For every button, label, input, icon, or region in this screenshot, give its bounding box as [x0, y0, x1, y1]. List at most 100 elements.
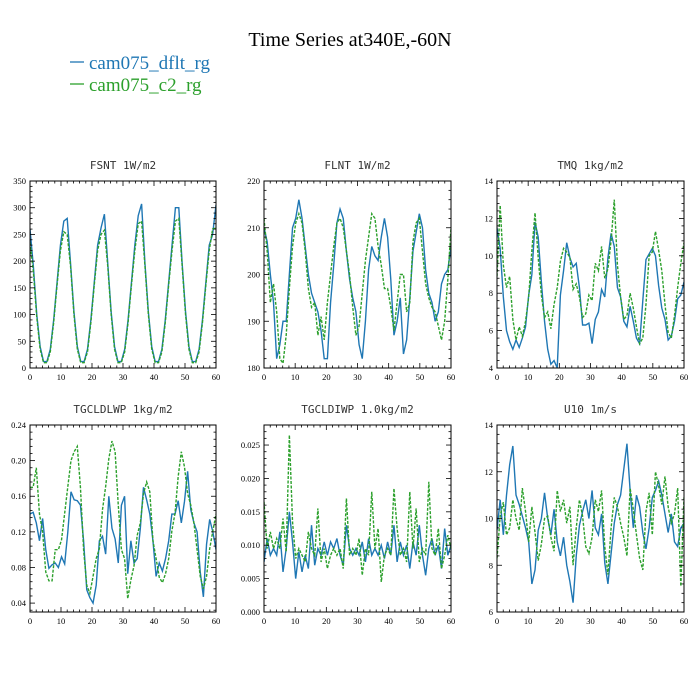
y-tick-label: 0.010	[241, 540, 260, 550]
x-tick-label: 60	[447, 616, 456, 626]
x-tick-label: 20	[555, 616, 564, 626]
series-line-1	[30, 471, 216, 606]
legend-entry-1: cam075_dflt_rg	[70, 53, 211, 74]
y-tick-label: 300	[13, 203, 26, 213]
legend: cam075_dflt_rg cam075_c2_rg	[70, 53, 211, 96]
panel-title: U10 1m/s	[564, 403, 617, 416]
y-tick-label: 0.015	[241, 507, 260, 517]
series-line-1	[497, 443, 684, 603]
series-line-2	[264, 211, 451, 366]
x-tick-label: 60	[680, 372, 689, 382]
figure-title: Time Series at340E,-60N	[248, 29, 451, 51]
x-tick-label: 40	[150, 616, 159, 626]
x-tick-label: 40	[617, 616, 626, 626]
panel-1: FSNT 1W/m2 0 10 20 30 40 50 60 0 50 100 150 200 250 30…	[13, 159, 220, 382]
x-tick-label: 40	[384, 616, 393, 626]
x-tick-label: 0	[262, 616, 266, 626]
y-tick-label: 0.000	[241, 607, 260, 617]
x-tick-label: 20	[88, 372, 97, 382]
panel-title: FSNT 1W/m2	[90, 159, 156, 172]
x-tick-label: 50	[649, 616, 658, 626]
y-tick-label: 250	[13, 229, 26, 239]
y-tick-label: 14	[485, 420, 494, 430]
y-tick-label: 6	[489, 326, 493, 336]
y-tick-label: 6	[489, 607, 493, 617]
x-tick-label: 10	[524, 616, 533, 626]
y-tick-label: 8	[489, 288, 493, 298]
x-tick-label: 30	[119, 372, 128, 382]
y-tick-label: 8	[489, 560, 493, 570]
x-tick-label: 0	[28, 372, 32, 382]
y-tick-label: 100	[13, 310, 26, 320]
series-line-2	[497, 471, 684, 587]
y-tick-label: 0	[22, 363, 26, 373]
x-tick-label: 10	[57, 372, 66, 382]
series-line-2	[30, 440, 216, 599]
x-tick-label: 10	[291, 616, 300, 626]
series-line-2	[30, 217, 216, 364]
y-tick-label: 220	[247, 176, 260, 186]
legend-label-1: cam075_dflt_rg	[89, 53, 211, 74]
panel-title: FLNT 1W/m2	[324, 159, 390, 172]
x-tick-label: 60	[447, 372, 456, 382]
x-tick-label: 60	[680, 616, 689, 626]
y-tick-label: 0.08	[11, 562, 26, 572]
x-tick-label: 50	[181, 616, 190, 626]
x-tick-label: 20	[322, 372, 331, 382]
x-tick-label: 30	[586, 616, 595, 626]
plot-frame	[263, 180, 452, 369]
y-tick-label: 12	[485, 213, 494, 223]
x-tick-label: 10	[524, 372, 533, 382]
y-tick-label: 0.20	[11, 456, 26, 466]
panel-title: TMQ 1kg/m2	[557, 159, 623, 172]
x-tick-label: 50	[416, 616, 425, 626]
x-tick-label: 50	[181, 372, 190, 382]
panel-5: TGCLDIWP 1.0kg/m2 0 10 20 30 40 50 60 0.000 0.005…	[241, 403, 455, 626]
x-tick-label: 0	[28, 616, 32, 626]
y-tick-label: 0.020	[241, 473, 260, 483]
x-tick-label: 0	[262, 372, 266, 382]
y-tick-label: 350	[13, 176, 26, 186]
series-line-2	[497, 199, 684, 346]
y-tick-label: 200	[13, 256, 26, 266]
plot-frame	[29, 424, 217, 613]
y-tick-label: 0.24	[11, 420, 27, 430]
legend-label-2: cam075_c2_rg	[89, 75, 202, 96]
y-tick-label: 12	[485, 467, 494, 477]
x-tick-label: 40	[384, 372, 393, 382]
x-tick-label: 60	[212, 616, 221, 626]
y-tick-label: 190	[247, 316, 260, 326]
x-tick-label: 0	[495, 372, 499, 382]
legend-entry-2: cam075_c2_rg	[70, 75, 202, 96]
panel-6: U10 1m/s 0 10 20 30 40 50 60 6 8 10 12 14	[485, 403, 689, 626]
x-tick-label: 0	[495, 616, 499, 626]
x-tick-label: 20	[322, 616, 331, 626]
y-tick-label: 0.025	[241, 440, 260, 450]
panel-2: FLNT 1W/m2 0 10 20 30 40 50 60 180 190 200 210 220	[247, 159, 455, 382]
x-tick-label: 10	[291, 372, 300, 382]
x-tick-label: 60	[212, 372, 221, 382]
panel-title: TGCLDLWP 1kg/m2	[73, 403, 172, 416]
y-tick-label: 10	[485, 251, 494, 261]
panel-title: TGCLDIWP 1.0kg/m2	[301, 403, 414, 416]
x-tick-label: 20	[88, 616, 97, 626]
y-tick-label: 10	[485, 514, 494, 524]
panel-3: TMQ 1kg/m2 0 10 20 30 40 50 60 4 6 8 10 12 14	[485, 159, 689, 382]
series-line-1	[264, 511, 451, 579]
x-tick-label: 40	[150, 372, 159, 382]
x-tick-label: 50	[416, 372, 425, 382]
panel-4: TGCLDLWP 1kg/m2 0 10 20 30 40 50 60 0.04 0.08 0.12…	[11, 403, 220, 626]
x-tick-label: 50	[649, 372, 658, 382]
x-tick-label: 30	[353, 616, 362, 626]
y-tick-label: 210	[247, 223, 260, 233]
y-tick-label: 14	[485, 176, 494, 186]
x-tick-label: 20	[555, 372, 564, 382]
y-tick-label: 50	[18, 336, 27, 346]
plot-frame	[496, 424, 685, 613]
y-tick-label: 0.005	[241, 574, 260, 584]
y-tick-label: 200	[247, 270, 260, 280]
series-line-1	[264, 199, 451, 360]
x-tick-label: 30	[353, 372, 362, 382]
x-tick-label: 40	[617, 372, 626, 382]
